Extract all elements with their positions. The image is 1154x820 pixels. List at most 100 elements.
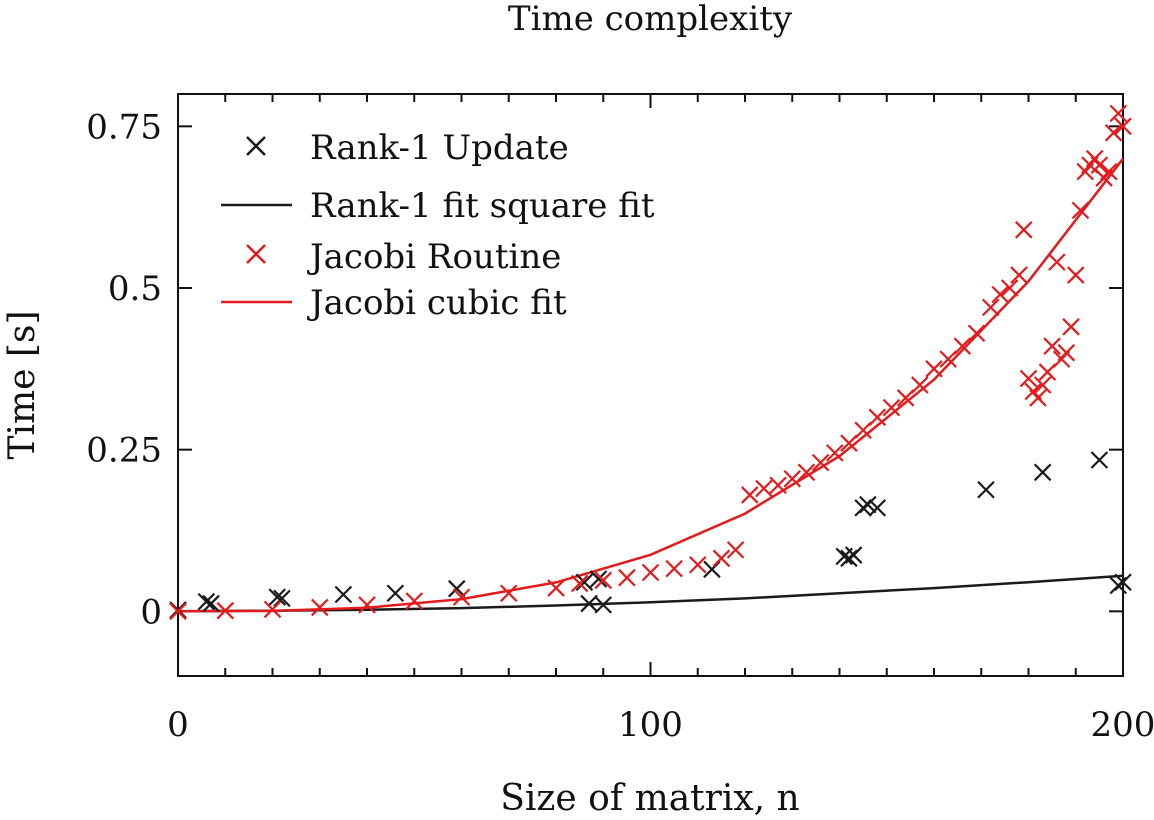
legend-marker-jacobi <box>246 244 266 264</box>
data-point <box>665 559 683 578</box>
data-markers <box>169 104 1132 621</box>
data-point <box>740 486 759 504</box>
fit-line <box>177 157 1124 613</box>
data-point <box>1100 162 1118 181</box>
legend-label-jacobi: Jacobi Routine <box>307 237 561 277</box>
data-point <box>840 434 858 452</box>
legend-item-jacobi-fit: Jacobi cubic fit <box>221 283 567 323</box>
data-point <box>868 408 887 427</box>
x-tick-label: 200 <box>1091 705 1154 745</box>
data-point <box>925 360 943 378</box>
data-point <box>263 600 282 619</box>
data-point <box>811 453 830 472</box>
data-point <box>882 398 901 417</box>
data-point <box>1090 451 1109 469</box>
data-point <box>202 594 220 613</box>
chart-title: Time complexity <box>508 0 793 39</box>
data-point <box>386 584 405 603</box>
data-point <box>726 541 745 559</box>
data-point <box>981 298 1000 317</box>
data-point <box>1066 266 1085 284</box>
data-point <box>825 444 844 462</box>
data-point <box>641 563 660 582</box>
data-point <box>1043 337 1061 355</box>
data-point <box>499 584 518 603</box>
y-tick-label: 0.75 <box>86 107 162 147</box>
data-point <box>896 389 915 407</box>
legend-label-rank1-fit: Rank-1 fit square fit <box>310 186 655 226</box>
data-point <box>447 579 466 598</box>
data-point <box>1019 369 1038 388</box>
data-point <box>1038 363 1057 381</box>
legend-label-jacobi-fit: Jacobi cubic fit <box>307 283 567 323</box>
legend-marker-rank1 <box>246 136 266 156</box>
data-point <box>169 602 187 621</box>
legend-item-rank1-fit: Rank-1 fit square fit <box>221 186 655 226</box>
data-point <box>1033 463 1052 482</box>
fit-lines <box>177 157 1124 613</box>
data-point <box>310 598 329 617</box>
data-point <box>197 592 216 611</box>
data-point <box>1104 124 1123 142</box>
data-point <box>268 588 287 606</box>
data-point <box>618 568 636 587</box>
y-axis-ticks: 0 0.25 0.5 0.75 <box>86 107 1123 632</box>
data-point <box>1029 389 1047 407</box>
y-axis-label: Time [s] <box>2 311 43 460</box>
data-point <box>1071 201 1090 220</box>
y-tick-label: 0 <box>140 592 162 632</box>
data-point <box>452 588 471 606</box>
data-point <box>1010 266 1028 284</box>
data-point <box>688 555 707 574</box>
data-point <box>1062 318 1080 336</box>
data-point <box>575 573 594 592</box>
data-point <box>1033 376 1052 394</box>
data-point <box>755 479 773 498</box>
data-point <box>953 337 972 355</box>
data-point <box>844 546 863 564</box>
fit-line <box>177 574 1124 613</box>
data-point <box>216 601 235 620</box>
data-point <box>967 324 986 343</box>
legend: Rank-1 Update Rank-1 fit square fit Jaco… <box>221 128 655 323</box>
data-point <box>547 579 565 597</box>
legend-item-rank1: Rank-1 Update <box>246 128 569 168</box>
data-point <box>854 421 872 440</box>
data-point <box>358 596 376 614</box>
data-point <box>589 570 608 588</box>
data-point <box>1000 279 1019 297</box>
legend-label-rank1: Rank-1 Update <box>310 128 569 168</box>
data-point <box>783 469 802 488</box>
data-point <box>868 499 887 517</box>
y-tick-label: 0.5 <box>108 269 162 309</box>
data-point <box>570 574 589 593</box>
data-point <box>939 350 957 368</box>
data-point <box>1015 221 1033 239</box>
data-point <box>859 495 877 514</box>
x-axis-ticks: 0 100 200 <box>167 94 1154 745</box>
legend-item-jacobi: Jacobi Routine <box>246 237 561 277</box>
data-point <box>1109 104 1128 123</box>
data-point <box>405 592 424 610</box>
data-point <box>991 285 1009 304</box>
data-point <box>594 596 613 614</box>
data-point <box>911 376 929 394</box>
data-point <box>1090 156 1109 174</box>
data-point <box>977 480 995 499</box>
data-point <box>1048 253 1066 271</box>
data-point <box>769 476 787 495</box>
data-point <box>1057 343 1076 362</box>
data-point <box>594 571 613 590</box>
data-point <box>1114 573 1132 592</box>
data-point <box>1114 117 1132 136</box>
data-point <box>797 463 816 482</box>
x-axis-label: Size of matrix, n <box>500 778 800 819</box>
data-point <box>334 585 353 604</box>
x-tick-label: 0 <box>167 705 189 745</box>
data-point <box>712 549 731 568</box>
data-point <box>580 594 598 613</box>
y-tick-label: 0.25 <box>86 431 162 471</box>
x-tick-label: 100 <box>618 705 683 745</box>
plot-frame <box>177 93 1124 677</box>
